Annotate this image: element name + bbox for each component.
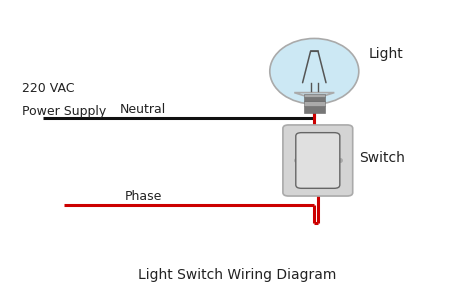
Text: Neutral: Neutral [120,102,166,116]
Text: Phase: Phase [125,190,162,203]
Text: Light Switch Wiring Diagram: Light Switch Wiring Diagram [138,268,336,282]
Polygon shape [294,93,334,95]
Text: Light: Light [368,47,403,61]
Text: Power Supply: Power Supply [21,105,106,118]
Bar [303,101,325,107]
Text: 220 VAC: 220 VAC [21,82,74,95]
Text: Switch: Switch [359,151,405,165]
FancyBboxPatch shape [283,125,353,196]
Bar [303,107,325,113]
Ellipse shape [270,38,359,104]
Bar [303,97,325,101]
Bar [303,93,325,97]
FancyBboxPatch shape [296,133,340,188]
